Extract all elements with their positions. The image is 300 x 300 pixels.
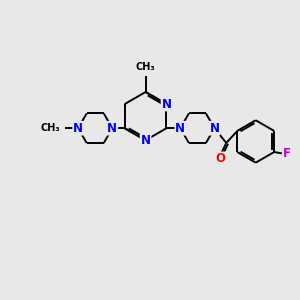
Text: N: N <box>107 122 117 135</box>
Text: F: F <box>283 147 291 160</box>
Text: CH₃: CH₃ <box>40 123 60 133</box>
Text: N: N <box>141 134 151 147</box>
Text: N: N <box>209 122 220 135</box>
Text: CH₃: CH₃ <box>136 62 155 72</box>
Text: N: N <box>175 122 185 135</box>
Text: N: N <box>73 122 83 135</box>
Text: O: O <box>215 152 225 165</box>
Text: N: N <box>161 98 172 111</box>
